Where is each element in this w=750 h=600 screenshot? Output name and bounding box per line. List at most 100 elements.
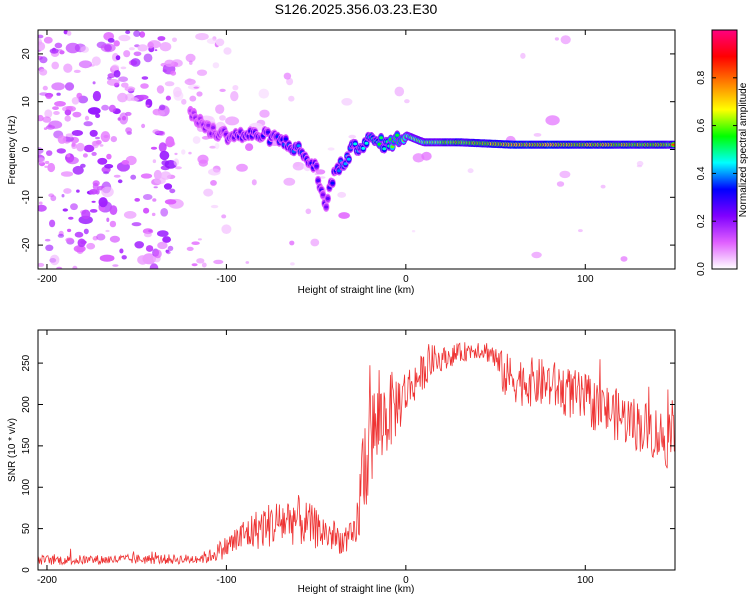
spectrogram-noise-blob	[219, 88, 226, 92]
spectrogram-noise-blob	[60, 171, 74, 177]
spectrogram-noise-blob	[109, 205, 118, 216]
spectrogram-noise-blob	[83, 121, 93, 127]
spectrogram-noise-blob	[61, 194, 65, 198]
spectrogram-noise-blob	[219, 115, 226, 121]
spectrogram-noise-blob	[71, 130, 84, 136]
spectrogram-y-tick-label: -20	[21, 237, 32, 252]
spectrogram-noise-blob	[99, 254, 115, 262]
snr-frame	[37, 329, 676, 571]
spectrogram-ridge-core	[379, 136, 384, 140]
spectrogram-noise-blob	[91, 151, 97, 156]
spectrogram-noise-blob	[38, 262, 45, 267]
spectrogram-noise-blob	[636, 160, 644, 167]
spectrogram-noise-blob	[57, 135, 67, 144]
spectrogram-noise-blob	[109, 220, 117, 228]
spectrogram-noise-blob	[293, 162, 300, 167]
spectrogram-noise-blob	[38, 49, 41, 53]
spectrogram-noise-blob	[181, 149, 186, 155]
spectrogram-noise-blob	[133, 30, 141, 37]
spectrogram-noise-blob	[172, 37, 177, 43]
spectrogram-noise-blob	[91, 200, 96, 203]
spectrogram-noise-blob	[210, 204, 219, 209]
spectrogram-ridge-core	[382, 147, 387, 151]
spectrogram-noise-blob	[208, 168, 221, 176]
spectrogram-noise-blob	[170, 70, 177, 76]
spectrogram-noise-blob	[96, 233, 106, 241]
spectrogram-noise-blob	[290, 262, 295, 266]
spectrogram-noise-blob	[533, 133, 542, 137]
spectrogram-noise-blob	[87, 107, 101, 115]
spectrogram-noise-blob	[103, 171, 110, 175]
spectrogram-noise-blob	[113, 70, 121, 78]
spectrogram-ridge-core	[211, 126, 216, 130]
spectrogram-noise-blob	[338, 212, 350, 219]
spectrogram-noise-blob	[128, 47, 135, 51]
spectrogram-noise-blob	[131, 222, 142, 227]
spectrogram-noise-blob	[157, 36, 166, 41]
spectrogram-noise-blob	[71, 97, 80, 105]
spectrogram-noise-blob	[76, 189, 80, 193]
spectrogram-noise-blob	[104, 164, 114, 169]
spectrogram-noise-blob	[196, 258, 205, 264]
spectrogram-noise-blob	[327, 147, 335, 151]
spectrogram-noise-blob	[118, 34, 131, 42]
spectrogram-noise-blob	[230, 91, 239, 102]
spectrogram-noise-blob	[140, 83, 149, 89]
spectrogram-noise-blob	[245, 143, 254, 152]
spectrogram-noise-blob	[556, 181, 565, 187]
spectrogram-noise-blob	[174, 152, 178, 156]
spectrogram-noise-blob	[153, 186, 158, 189]
spectrogram-noise-blob	[259, 109, 270, 118]
snr-y-axis: 0 50 100 150 200 250	[21, 354, 675, 573]
spectrogram-noise-blob	[72, 111, 82, 118]
spectrogram-noise-blob	[89, 129, 98, 137]
spectrogram-noise-blob	[45, 244, 54, 251]
spectrogram-noise-blob	[315, 169, 326, 175]
snr-x-tick-label: 0	[403, 575, 409, 586]
spectrogram-noise-blob	[77, 238, 86, 248]
spectrogram-noise-blob	[106, 217, 110, 222]
spectrogram-noise-blob	[91, 56, 101, 66]
spectrogram-noise-blob	[56, 92, 61, 96]
spectrogram-noise-blob	[47, 162, 56, 173]
spectrogram-noise-blob	[201, 262, 207, 268]
spectrogram-noise-blob	[137, 255, 149, 265]
spectrogram-noise-blob	[412, 153, 425, 163]
spectrogram-noise-blob	[45, 94, 52, 100]
spectrogram-noise-blob	[160, 171, 172, 180]
spectrogram-ridge-core	[324, 205, 329, 209]
spectrogram-noise-blob	[62, 208, 68, 212]
spectrogram-ridge-core	[395, 133, 400, 137]
spectrogram-noise-blob	[124, 86, 136, 92]
colorbar-label: Normalized spectral amplitude	[738, 82, 749, 217]
spectrogram-y-axis: -20 -10 0 10 20	[21, 48, 675, 252]
spectrogram-noise-blob	[130, 97, 140, 102]
spectrogram-ridge-core	[320, 193, 325, 197]
spectrogram-noise-blob	[70, 203, 78, 211]
spectrogram-noise-blob	[125, 127, 132, 134]
spectrogram-noise-blob	[159, 104, 166, 111]
spectrogram-noise-blob	[113, 40, 120, 47]
spectrogram-noise-blob	[82, 153, 88, 158]
spectrogram-x-tick-label: 100	[577, 274, 594, 285]
spectrogram-noise-blob	[160, 208, 169, 217]
spectrogram-noise-blob	[53, 111, 60, 115]
spectrogram-noise-blob	[106, 153, 112, 160]
spectrogram-noise-blob	[134, 198, 140, 202]
spectrogram-noise-blob	[63, 188, 72, 194]
spectrogram-noise-blob	[232, 85, 239, 91]
spectrogram-noise-blob	[123, 50, 131, 58]
spectrogram-noise-blob	[43, 127, 48, 130]
spectrogram-noise-blob	[65, 133, 74, 137]
spectrogram-noise-blob	[66, 156, 79, 165]
spectrogram-noise-blob	[101, 104, 109, 111]
spectrogram-noise-blob	[38, 38, 43, 46]
spectrogram-noise-blob	[66, 30, 72, 36]
spectrogram-noise-blob	[130, 58, 141, 67]
spectrogram-noise-blob	[140, 173, 153, 179]
snr-panel: -200 -100 0 100 0 50 100 150 200 250 Height of s…	[7, 329, 676, 595]
spectrogram-noise-blob	[39, 201, 43, 205]
spectrogram-noise-blob	[192, 136, 201, 144]
spectrogram-noise-blob	[42, 85, 48, 91]
